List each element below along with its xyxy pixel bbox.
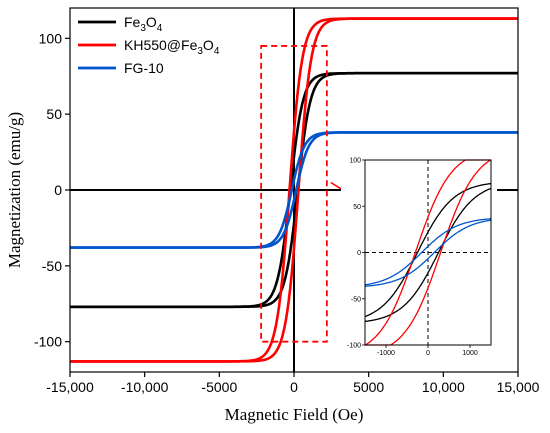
inset-plot: -1000 0 1000 -100 -50 0 50 100 bbox=[341, 156, 497, 361]
x-axis-title: Magnetic Field (Oe) bbox=[225, 405, 364, 424]
inset-x-tick-label: 0 bbox=[426, 350, 430, 357]
inset-y-tick-label: -50 bbox=[351, 296, 361, 303]
inset-series-line-1-down bbox=[364, 187, 492, 323]
legend: Fe3O4 KH550@Fe3O4 FG-10 bbox=[78, 14, 220, 76]
series-line-2-down bbox=[70, 17, 518, 363]
series-line-1-down bbox=[70, 71, 518, 309]
inset-y-tick-label: 0 bbox=[357, 250, 361, 257]
inset-background bbox=[341, 156, 497, 361]
legend-label-2: KH550@Fe3O4 bbox=[124, 37, 220, 57]
inset-y-tick-label: -100 bbox=[347, 343, 361, 350]
y-axis-ticks: -100 -50 0 50 100 bbox=[34, 30, 70, 350]
inset-y-tick-label: 50 bbox=[353, 204, 361, 211]
x-axis-ticks: -15,000 -10,000 -5000 0 5000 10,000 15,000 bbox=[46, 372, 540, 395]
hysteresis-curves bbox=[70, 17, 518, 363]
legend-label-1: Fe3O4 bbox=[124, 14, 163, 34]
x-tick-label: -15,000 bbox=[46, 379, 94, 395]
series-line-3-down bbox=[70, 131, 518, 249]
y-tick-label: 50 bbox=[46, 106, 62, 122]
x-tick-label: 15,000 bbox=[497, 379, 540, 395]
x-tick-label: -10,000 bbox=[121, 379, 169, 395]
y-tick-label: -100 bbox=[34, 334, 62, 350]
inset-x-tick-label: -1000 bbox=[377, 350, 395, 357]
inset-series-line-1-up bbox=[364, 182, 492, 318]
x-tick-label: 0 bbox=[290, 379, 298, 395]
y-tick-label: 100 bbox=[39, 30, 63, 46]
inset-series-line-3-up bbox=[364, 218, 491, 286]
x-tick-label: 5000 bbox=[353, 379, 384, 395]
zoom-region-box bbox=[260, 45, 328, 343]
y-tick-label: -50 bbox=[42, 258, 62, 274]
inset-series-line-3-down bbox=[365, 219, 492, 287]
legend-label-3: FG-10 bbox=[124, 60, 164, 76]
x-tick-label: 10,000 bbox=[422, 379, 465, 395]
inset-y-tick-label: 100 bbox=[349, 158, 361, 165]
x-tick-label: -5000 bbox=[201, 379, 237, 395]
inset-x-tick-label: 1000 bbox=[462, 350, 478, 357]
y-tick-label: 0 bbox=[54, 182, 62, 198]
y-axis-title: Magnetization (emu/g) bbox=[5, 112, 24, 268]
